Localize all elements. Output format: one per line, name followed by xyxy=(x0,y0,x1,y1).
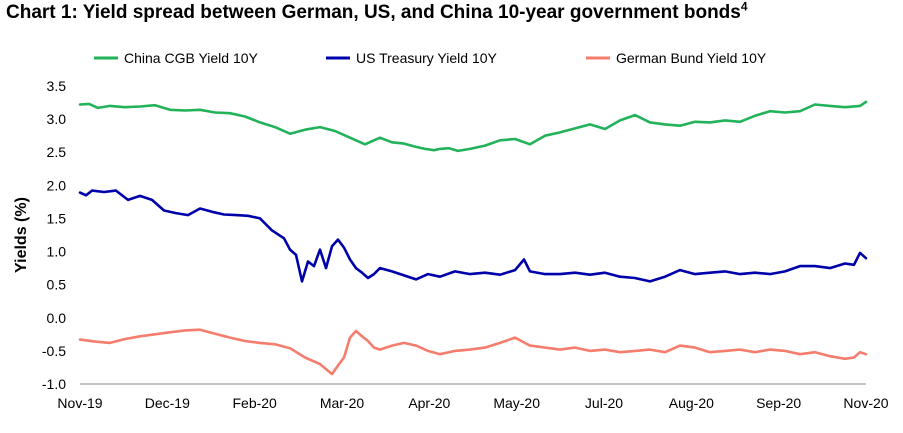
y-tick-label: 0.5 xyxy=(47,277,67,293)
series-line xyxy=(78,189,868,283)
x-tick-label: Mar-20 xyxy=(320,395,365,411)
x-tick-label: Nov-19 xyxy=(57,395,102,411)
y-tick-label: 3.5 xyxy=(47,78,67,94)
x-tick-label: May-20 xyxy=(493,395,540,411)
y-tick-label: 2.0 xyxy=(47,177,67,193)
x-tick-label: Sep-20 xyxy=(756,395,801,411)
y-tick-label: 3.0 xyxy=(47,111,67,127)
y-tick-label: 0.0 xyxy=(47,310,67,326)
legend-entry: US Treasury Yield 10Y xyxy=(356,50,498,66)
x-tick-label: Aug-20 xyxy=(669,395,714,411)
x-tick-label: Jul-20 xyxy=(585,395,623,411)
series-line xyxy=(78,100,868,153)
y-axis-label: Yields (%) xyxy=(13,197,30,273)
chart-title-text: Chart 1: Yield spread between German, US… xyxy=(6,2,741,23)
series-line xyxy=(78,328,868,376)
y-tick-label: -1.0 xyxy=(42,376,66,392)
legend-entry: China CGB Yield 10Y xyxy=(124,50,259,66)
x-tick-label: Feb-20 xyxy=(232,395,277,411)
legend-entry: German Bund Yield 10Y xyxy=(616,50,767,66)
chart-title: Chart 1: Yield spread between German, US… xyxy=(6,0,748,24)
x-tick-label: Nov-20 xyxy=(843,395,888,411)
x-tick-label: Dec-19 xyxy=(145,395,190,411)
y-tick-label: 1.5 xyxy=(47,210,67,226)
y-tick-label: 2.5 xyxy=(47,144,67,160)
y-tick-label: 1.0 xyxy=(47,244,67,260)
y-tick-label: -0.5 xyxy=(42,343,66,359)
x-tick-label: Apr-20 xyxy=(408,395,450,411)
title-footnote: 4 xyxy=(740,0,748,14)
